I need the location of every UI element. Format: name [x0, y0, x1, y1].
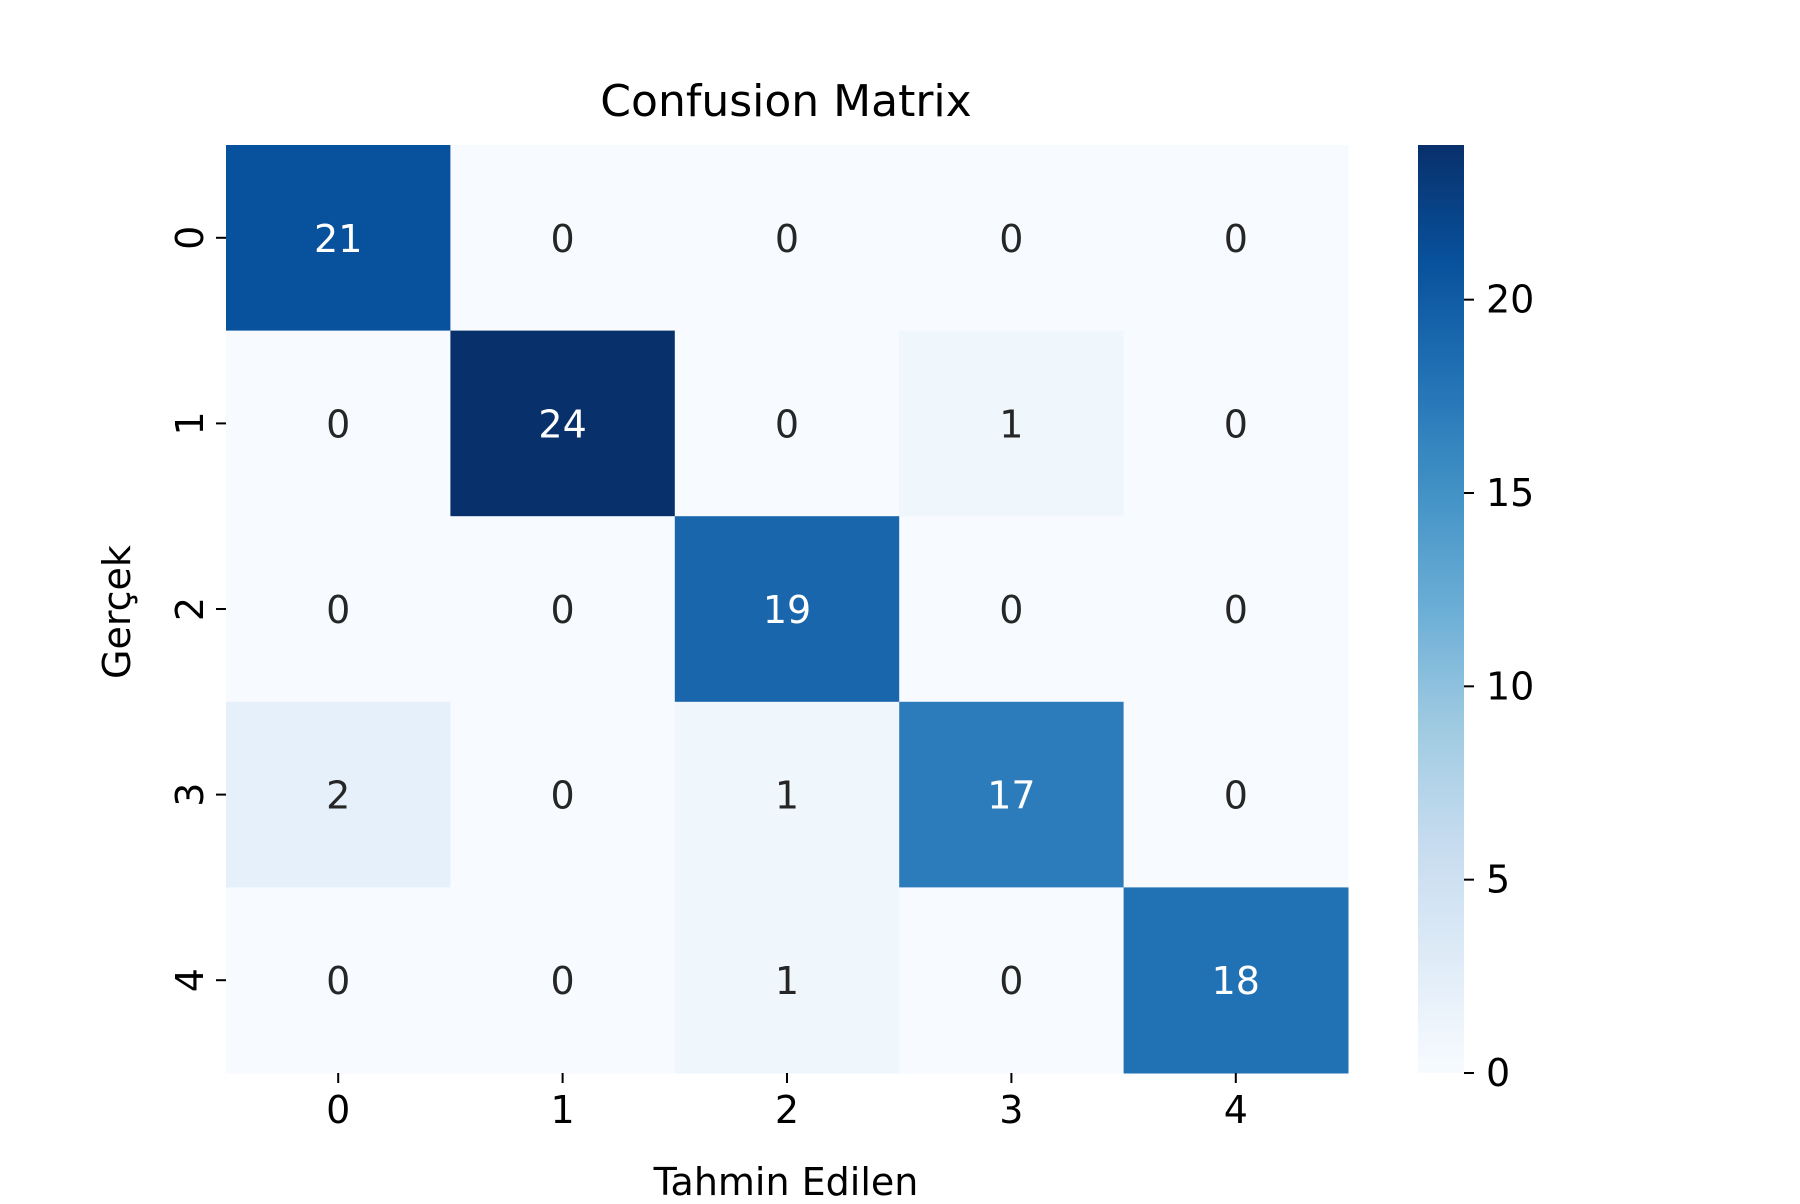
heatmap-cell [226, 701, 451, 888]
x-tick-label: 2 [775, 1088, 799, 1132]
cell-value-label: 21 [314, 217, 362, 261]
heatmap-cell [674, 145, 900, 332]
heatmap-cell [1123, 701, 1349, 888]
cell-value-label: 0 [326, 588, 350, 632]
cell-value-label: 0 [775, 217, 799, 261]
y-tick-label: 2 [168, 597, 212, 621]
cell-value-label: 0 [775, 402, 799, 446]
cell-value-label: 0 [1224, 402, 1248, 446]
y-axis: 0 1 2 3 4 [168, 226, 226, 992]
heatmap-cells [226, 145, 1349, 1074]
x-tick-label: 4 [1224, 1088, 1248, 1132]
cell-value-label: 0 [551, 774, 575, 818]
heatmap-cell [450, 516, 676, 703]
cell-value-label: 0 [326, 402, 350, 446]
colorbar-gradient [1418, 145, 1464, 1073]
x-tick-label: 3 [999, 1088, 1023, 1132]
heatmap-cell [674, 330, 900, 517]
colorbar-tick-label: 10 [1486, 664, 1534, 708]
chart-title: Confusion Matrix [600, 76, 971, 127]
cell-value-label: 0 [1224, 774, 1248, 818]
heatmap-cell [226, 330, 451, 517]
x-tick-label: 1 [551, 1088, 575, 1132]
heatmap-cell [899, 887, 1125, 1074]
cell-value-label: 0 [1224, 217, 1248, 261]
cell-value-label: 19 [763, 588, 811, 632]
heatmap-cell [1123, 516, 1349, 703]
cell-value-label: 1 [999, 402, 1023, 446]
heatmap-cell [899, 330, 1125, 517]
cell-value-label: 0 [999, 588, 1023, 632]
cell-value-label: 0 [551, 217, 575, 261]
y-tick-label: 3 [168, 783, 212, 807]
colorbar-tick-label: 5 [1486, 858, 1510, 902]
x-axis: 0 1 2 3 4 [326, 1073, 1248, 1132]
cell-value-label: 1 [775, 774, 799, 818]
cell-value-label: 0 [551, 959, 575, 1003]
y-tick-label: 0 [168, 226, 212, 250]
cell-value-label: 0 [999, 217, 1023, 261]
heatmap-cell [226, 887, 451, 1074]
heatmap-cell [674, 516, 900, 703]
colorbar-tick-label: 20 [1486, 278, 1534, 322]
y-axis-label: Gerçek [95, 545, 139, 679]
heatmap-cell [899, 701, 1125, 888]
y-tick-label: 1 [168, 411, 212, 435]
heatmap-cell [450, 887, 676, 1074]
heatmap-cell [450, 145, 676, 332]
heatmap-cell [226, 516, 451, 703]
heatmap-cell [450, 330, 676, 517]
cell-value-label: 2 [326, 774, 350, 818]
colorbar-tick-label: 15 [1486, 471, 1534, 515]
cell-value-label: 0 [1224, 588, 1248, 632]
heatmap-cell [1123, 145, 1349, 332]
heatmap-cell [450, 701, 676, 888]
heatmap-cell [899, 145, 1125, 332]
cell-value-label: 0 [326, 959, 350, 1003]
cell-value-label: 0 [999, 959, 1023, 1003]
cell-value-label: 0 [551, 588, 575, 632]
y-tick-label: 4 [168, 968, 212, 992]
cell-value-label: 1 [775, 959, 799, 1003]
heatmap-cell [1123, 887, 1349, 1074]
heatmap-cell-labels: 21 0 0 0 0 0 24 0 1 0 0 0 19 0 0 2 0 1 17 0 0 0 1 0 18 [314, 217, 1260, 1003]
cell-value-label: 17 [987, 774, 1035, 818]
cell-value-label: 18 [1212, 959, 1260, 1003]
heatmap-cell [674, 701, 900, 888]
colorbar-tick-label: 0 [1486, 1051, 1510, 1095]
cell-value-label: 24 [538, 402, 586, 446]
x-tick-label: 0 [326, 1088, 350, 1132]
heatmap-cell [1123, 330, 1349, 517]
heatmap-cell [899, 516, 1125, 703]
colorbar: 0 5 10 15 20 [1418, 145, 1534, 1095]
heatmap-cell [226, 145, 451, 332]
heatmap-cell [674, 887, 900, 1074]
x-axis-label: Tahmin Edilen [653, 1160, 919, 1200]
